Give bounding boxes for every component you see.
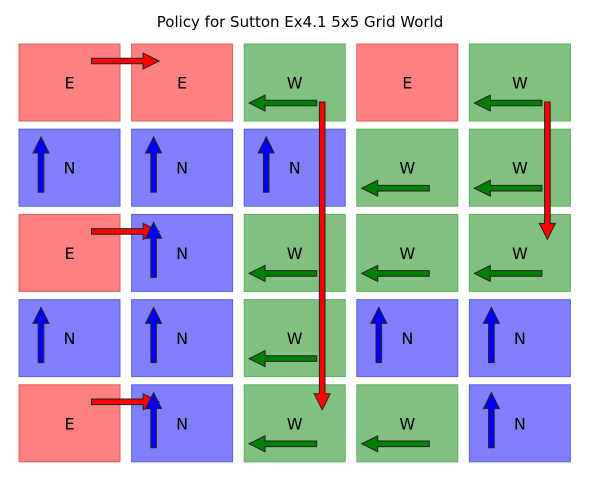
policy-arrow: [144, 135, 163, 193]
cell-action-label: N: [176, 329, 188, 348]
policy-arrow: [144, 221, 163, 278]
grid-cell: [468, 299, 571, 378]
cell-action-label: W: [399, 244, 415, 263]
policy-arrow: [313, 101, 332, 411]
cell-action-label: W: [399, 159, 415, 178]
cell-action-label: N: [176, 244, 188, 263]
policy-arrow: [32, 135, 50, 193]
grid-cell: [18, 384, 121, 463]
policy-arrow: [247, 349, 318, 368]
cell-action-label: N: [176, 159, 188, 178]
grid-cell: [356, 43, 459, 122]
policy-arrow: [360, 264, 430, 283]
grid-cell: [468, 384, 571, 463]
cell-action-label: N: [514, 414, 526, 433]
grid-cell: [243, 128, 346, 207]
policy-arrow: [473, 179, 543, 198]
cell-action-label: W: [287, 74, 303, 93]
policy-arrow: [482, 391, 501, 449]
policy-arrow: [538, 101, 557, 241]
policy-arrow: [360, 434, 430, 453]
policy-arrow: [144, 391, 163, 449]
cell-action-label: W: [512, 244, 528, 263]
figure-title: Policy for Sutton Ex4.1 5x5 Grid World: [157, 13, 444, 31]
policy-arrow: [91, 52, 161, 70]
grid-cell: [18, 43, 121, 122]
cell-action-label: N: [401, 329, 413, 348]
cell-action-label: W: [512, 74, 528, 93]
cell-action-label: E: [402, 74, 412, 93]
grid-cell: [131, 128, 234, 207]
grid-cell: [18, 213, 121, 292]
policy-arrows: [32, 52, 557, 453]
grid-cell: [18, 299, 121, 378]
policy-arrow: [247, 434, 318, 453]
policy-arrow: [144, 306, 163, 364]
policy-arrow: [369, 306, 388, 364]
cell-action-label: E: [177, 74, 187, 93]
grid-cell: [18, 128, 121, 207]
policy-arrow: [360, 179, 430, 198]
policy-arrow: [473, 94, 543, 112]
policy-arrow: [257, 135, 276, 193]
cell-action-label: W: [287, 329, 303, 348]
policy-arrow: [482, 306, 501, 364]
cell-action-label: N: [289, 159, 301, 178]
grid-cell: [356, 299, 459, 378]
cell-action-label: N: [64, 159, 76, 178]
cell-action-label: N: [176, 414, 188, 433]
cell-action-label: W: [287, 414, 303, 433]
cell-action-label: N: [514, 329, 526, 348]
cell-action-label: N: [64, 329, 76, 348]
policy-arrow: [32, 306, 50, 364]
policy-arrow: [247, 264, 318, 283]
grid-cell: [131, 299, 234, 378]
cell-action-label: E: [64, 414, 74, 433]
policy-arrow: [247, 94, 318, 112]
grid-labels: E E W E W N N N W W E N W W W N N W N N E N W W N: [64, 74, 528, 434]
cell-action-label: E: [64, 244, 74, 263]
policy-arrow: [473, 264, 543, 283]
cell-action-label: W: [399, 414, 415, 433]
cell-action-label: W: [287, 244, 303, 263]
cell-action-label: W: [512, 159, 528, 178]
cell-action-label: E: [64, 74, 74, 93]
